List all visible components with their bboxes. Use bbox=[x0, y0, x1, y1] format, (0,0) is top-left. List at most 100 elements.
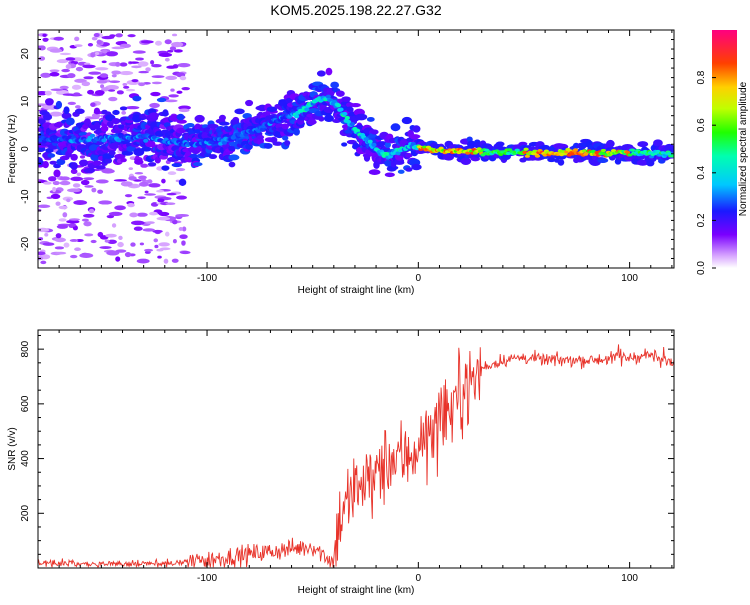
spectrogram-cell bbox=[107, 239, 117, 244]
spectrogram-cell bbox=[132, 95, 142, 102]
spectrogram-cell bbox=[164, 39, 172, 45]
spectrogram-cell bbox=[105, 51, 119, 57]
spectrogram-cell bbox=[166, 192, 177, 196]
spectrogram-cell bbox=[73, 92, 81, 96]
spectrogram-cell bbox=[93, 121, 100, 130]
spectrogram-cell bbox=[71, 84, 82, 90]
spectrogram-cell bbox=[177, 62, 191, 68]
spectrogram-cell bbox=[49, 160, 57, 165]
spectrogram-cell bbox=[167, 171, 177, 176]
spectrogram-cell bbox=[144, 193, 156, 196]
spectrogram-cell bbox=[282, 135, 289, 141]
spectrogram-cell bbox=[557, 159, 565, 166]
spectrogram-cell bbox=[176, 90, 183, 94]
spectrogram-cell bbox=[96, 79, 108, 84]
spectrogram-cell bbox=[166, 65, 177, 69]
spectrogram-cell bbox=[167, 49, 174, 53]
spectrogram-cell bbox=[38, 146, 45, 152]
spectrogram-cell bbox=[112, 109, 120, 116]
y-tick-label: 10 bbox=[20, 95, 31, 107]
spectrogram-cell bbox=[293, 128, 300, 136]
spectrogram-cell bbox=[600, 148, 607, 153]
spectrogram-cell bbox=[349, 122, 356, 127]
spectrogram-cell bbox=[150, 60, 155, 65]
spectrogram-cell bbox=[42, 160, 49, 169]
spectrogram-cell bbox=[131, 65, 142, 69]
spectrogram-cell bbox=[354, 128, 361, 133]
spectrogram-cell bbox=[122, 83, 128, 87]
spectrogram-cell bbox=[151, 64, 162, 68]
spectrogram-cell bbox=[147, 162, 157, 167]
spectrogram-cell bbox=[38, 56, 46, 61]
spectrogram-cell bbox=[84, 233, 94, 237]
spectrogram-cell bbox=[38, 118, 46, 125]
spectrogram-cell bbox=[75, 238, 84, 242]
spectrogram-cell bbox=[120, 157, 127, 163]
spectrogram-cell bbox=[642, 149, 648, 154]
spectrogram-cell bbox=[148, 183, 161, 188]
spectrogram-cell bbox=[208, 154, 218, 160]
spectrogram-cell bbox=[256, 135, 265, 140]
spectrogram-cell bbox=[335, 103, 342, 108]
spectrogram-cell bbox=[134, 159, 144, 165]
y-tick-label: 0 bbox=[20, 146, 31, 152]
spectrogram-cell bbox=[172, 239, 177, 244]
spectrogram-cell bbox=[395, 151, 401, 156]
spectrogram-cell bbox=[67, 101, 76, 105]
spectrogram-cell bbox=[164, 57, 170, 62]
spectrogram-cell bbox=[477, 149, 484, 153]
spectrogram-cell bbox=[83, 221, 92, 227]
spectrogram-cell bbox=[47, 153, 56, 158]
spectrogram-cell bbox=[178, 227, 184, 231]
spectrogram-cell bbox=[38, 45, 42, 49]
spectrogram-cell bbox=[178, 108, 190, 113]
spectrogram-cell bbox=[89, 133, 96, 138]
spectrogram-cell bbox=[158, 242, 170, 247]
spectrogram-cell bbox=[132, 50, 146, 54]
spectrogram-cell bbox=[72, 183, 81, 188]
snr-xlabel: Height of straight line (km) bbox=[298, 585, 415, 596]
spectrogram-cell bbox=[59, 85, 69, 90]
spectrogram-cell bbox=[346, 106, 354, 112]
colorbar-tick-label: 0.6 bbox=[696, 118, 707, 132]
spectrogram-cell bbox=[646, 159, 655, 167]
spectrogram-cell bbox=[145, 221, 155, 225]
spectrogram-cell bbox=[234, 108, 245, 115]
spectrogram-cell bbox=[152, 229, 163, 233]
y-tick-label: 200 bbox=[20, 505, 31, 522]
spectrogram-cell bbox=[45, 98, 54, 106]
spectrogram-cell bbox=[181, 226, 187, 232]
spectrogram-cell bbox=[61, 68, 70, 73]
spectrogram-cell bbox=[128, 176, 137, 181]
spectrogram-cell bbox=[534, 154, 541, 158]
spectrogram-cell bbox=[132, 114, 142, 123]
spectrogram-cell bbox=[96, 39, 102, 45]
spectrogram-cell bbox=[120, 181, 133, 187]
spectrogram-cell bbox=[100, 125, 109, 132]
spectrogram-cell bbox=[119, 62, 128, 67]
spectrogram-cell bbox=[78, 159, 89, 167]
spectrogram-cell bbox=[82, 64, 96, 69]
spectrogram-cell bbox=[142, 228, 155, 232]
spectrogram-cell bbox=[412, 125, 421, 133]
spectrogram-cell bbox=[87, 42, 94, 47]
spectrogram-cell bbox=[50, 193, 61, 199]
spectrogram-cell bbox=[125, 105, 140, 110]
spectrogram-cell bbox=[263, 142, 273, 149]
spectrogram-cell bbox=[465, 151, 471, 155]
spectrogram-cell bbox=[204, 152, 211, 158]
spectrogram-cell bbox=[54, 121, 63, 128]
y-tick-label: 800 bbox=[20, 340, 31, 357]
spectrogram-cell bbox=[92, 160, 102, 166]
spectrogram-cell bbox=[390, 123, 401, 132]
spectrogram-cell bbox=[95, 165, 106, 170]
spectrogram-cell bbox=[136, 212, 148, 217]
x-tick-label: -100 bbox=[197, 573, 217, 584]
spectrogram-cell bbox=[69, 239, 79, 242]
spectrogram-cell bbox=[70, 153, 78, 161]
spectrogram-cell bbox=[74, 108, 85, 115]
spectrogram-cell bbox=[294, 114, 300, 119]
spectrogram-cell bbox=[523, 147, 529, 151]
